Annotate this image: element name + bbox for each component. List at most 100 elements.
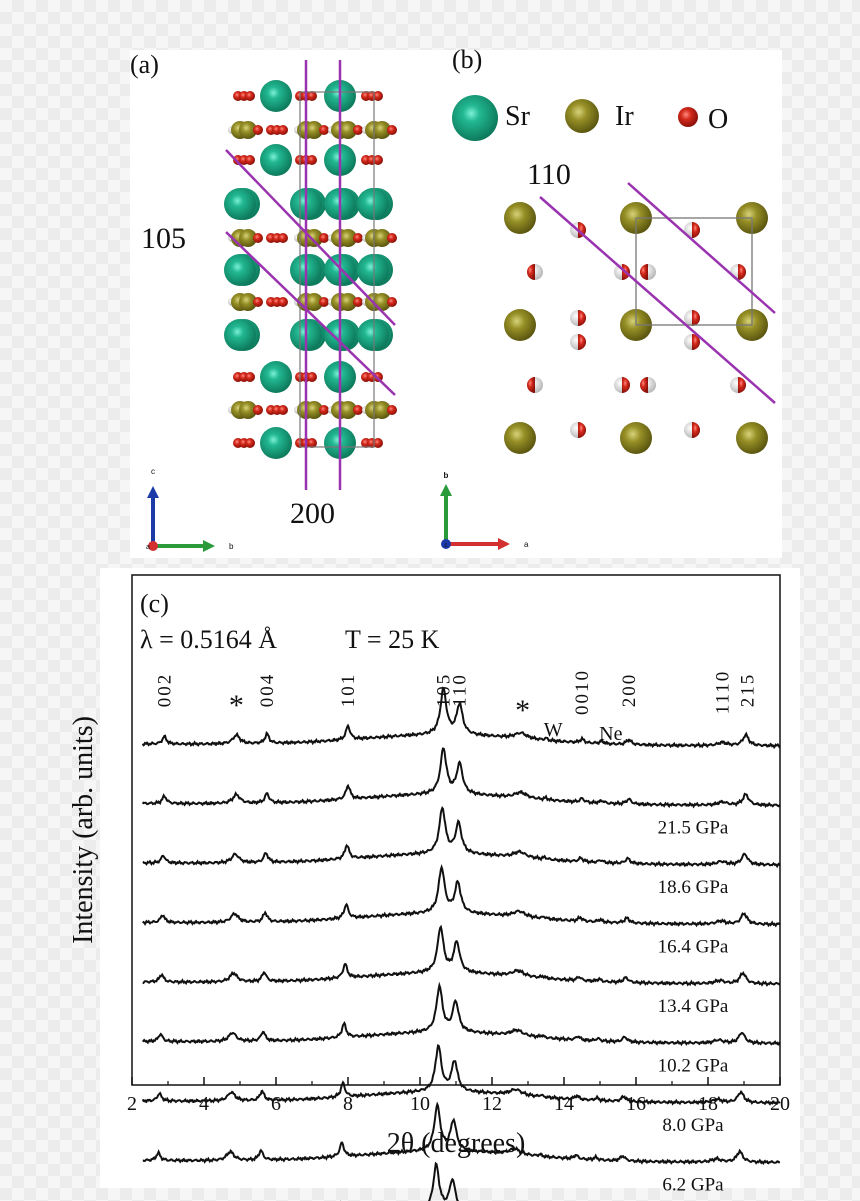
o-atom <box>578 422 586 438</box>
legend-ir-label: Ir <box>615 101 634 132</box>
ir-atom <box>305 121 323 139</box>
o-atom <box>307 155 317 165</box>
x-tick-label: 2 <box>127 1093 137 1115</box>
x-tick-label: 14 <box>554 1093 574 1115</box>
o-atom <box>307 438 317 448</box>
o-atom <box>353 405 363 415</box>
ir-atom <box>736 422 768 454</box>
o-atom <box>253 233 263 243</box>
peak-star-label: * <box>229 689 244 722</box>
o-atom <box>307 372 317 382</box>
ir-atom <box>373 401 391 419</box>
o-atom <box>319 297 329 307</box>
peak-label: W <box>544 719 563 741</box>
o-atom <box>278 233 288 243</box>
x-tick-label: 16 <box>626 1093 646 1115</box>
o-atom <box>319 233 329 243</box>
peak-label: 110 <box>450 673 471 707</box>
ir-atom <box>339 229 357 247</box>
axis-a-label: a <box>146 544 150 551</box>
peak-label: 200 <box>619 673 640 708</box>
peak-label: 105 <box>433 673 454 708</box>
o-atom <box>319 405 329 415</box>
legend-sr-label: Sr <box>505 101 531 132</box>
structure-drawing: Sr Ir O c b a b a c <box>146 60 776 552</box>
o-atom <box>527 264 535 280</box>
o-atom <box>622 377 630 393</box>
ir-atom <box>305 293 323 311</box>
wavelength-annotation: λ = 0.5164 Å <box>140 625 277 654</box>
legend-o-label: O <box>708 104 728 135</box>
peak-label: 002 <box>154 673 175 708</box>
o-atom <box>245 438 255 448</box>
panel-b-label: (b) <box>452 45 483 74</box>
legend-o-atom <box>678 107 698 127</box>
plane-105-label: 105 <box>141 222 186 255</box>
x-tick-label: 8 <box>343 1093 353 1115</box>
ir-atom <box>504 202 536 234</box>
diffraction-curves <box>141 686 781 1201</box>
diffraction-curve <box>142 805 781 869</box>
o-atom <box>319 125 329 135</box>
peak-label: 1110 <box>712 670 733 715</box>
diffraction-curve <box>141 747 781 809</box>
o-atom <box>738 264 746 280</box>
pressure-label: 13.4 GPa <box>658 996 729 1017</box>
y-axis-title: Intensity (arb. units) <box>68 716 99 944</box>
panel-a-label: (a) <box>130 50 159 79</box>
o-atom <box>253 405 263 415</box>
o-atom <box>387 125 397 135</box>
temperature-annotation: T = 25 K <box>345 625 440 654</box>
o-atom <box>738 377 746 393</box>
ir-atom <box>373 121 391 139</box>
o-atom <box>278 405 288 415</box>
diffraction-curve <box>142 1101 781 1166</box>
o-atom <box>692 310 700 326</box>
peak-star-label: * <box>515 694 530 727</box>
diffraction-curve <box>141 686 781 750</box>
sr-atom <box>224 188 256 220</box>
diffraction-curve <box>142 924 781 987</box>
diffraction-curve <box>142 864 781 928</box>
plane-105-line <box>225 149 396 326</box>
sr-atom <box>357 254 389 286</box>
pressure-label: 10.2 GPa <box>658 1056 729 1077</box>
o-atom <box>373 155 383 165</box>
ir-atom <box>239 293 257 311</box>
o-atom <box>353 297 363 307</box>
o-atom <box>387 297 397 307</box>
peak-label: 215 <box>738 673 759 708</box>
o-atom <box>692 422 700 438</box>
peak-label: 004 <box>257 673 278 708</box>
diffraction-curve <box>142 981 781 1047</box>
sr-atom <box>260 427 292 459</box>
o-atom <box>578 310 586 326</box>
o-atom <box>373 438 383 448</box>
x-tick-label: 18 <box>698 1093 718 1115</box>
ir-atom <box>239 401 257 419</box>
x-tick-label: 12 <box>482 1093 502 1115</box>
sr-atom <box>260 144 292 176</box>
plane-110-line <box>539 196 776 404</box>
o-atom <box>353 125 363 135</box>
plane-200-label: 200 <box>290 497 335 530</box>
unit-cell-b <box>635 217 753 326</box>
ir-atom <box>339 293 357 311</box>
plane-110-label: 110 <box>527 158 571 191</box>
legend: Sr Ir O <box>452 95 728 141</box>
axis-triad-b: b a c <box>440 471 529 550</box>
plane-105-line <box>225 231 396 396</box>
o-atom <box>387 233 397 243</box>
o-atom <box>278 125 288 135</box>
axis-c2-label: c <box>445 543 448 549</box>
sr-atom <box>357 319 389 351</box>
legend-ir-atom <box>565 99 599 133</box>
pressure-label: 18.6 GPa <box>658 877 729 898</box>
axis-b2-label: b <box>444 471 449 480</box>
o-atom <box>692 222 700 238</box>
legend-sr-atom <box>452 95 498 141</box>
ir-atom <box>620 422 652 454</box>
x-axis-ticks: 2 4 6 8 10 12 14 16 18 20 <box>127 1077 790 1115</box>
o-atom <box>692 334 700 350</box>
